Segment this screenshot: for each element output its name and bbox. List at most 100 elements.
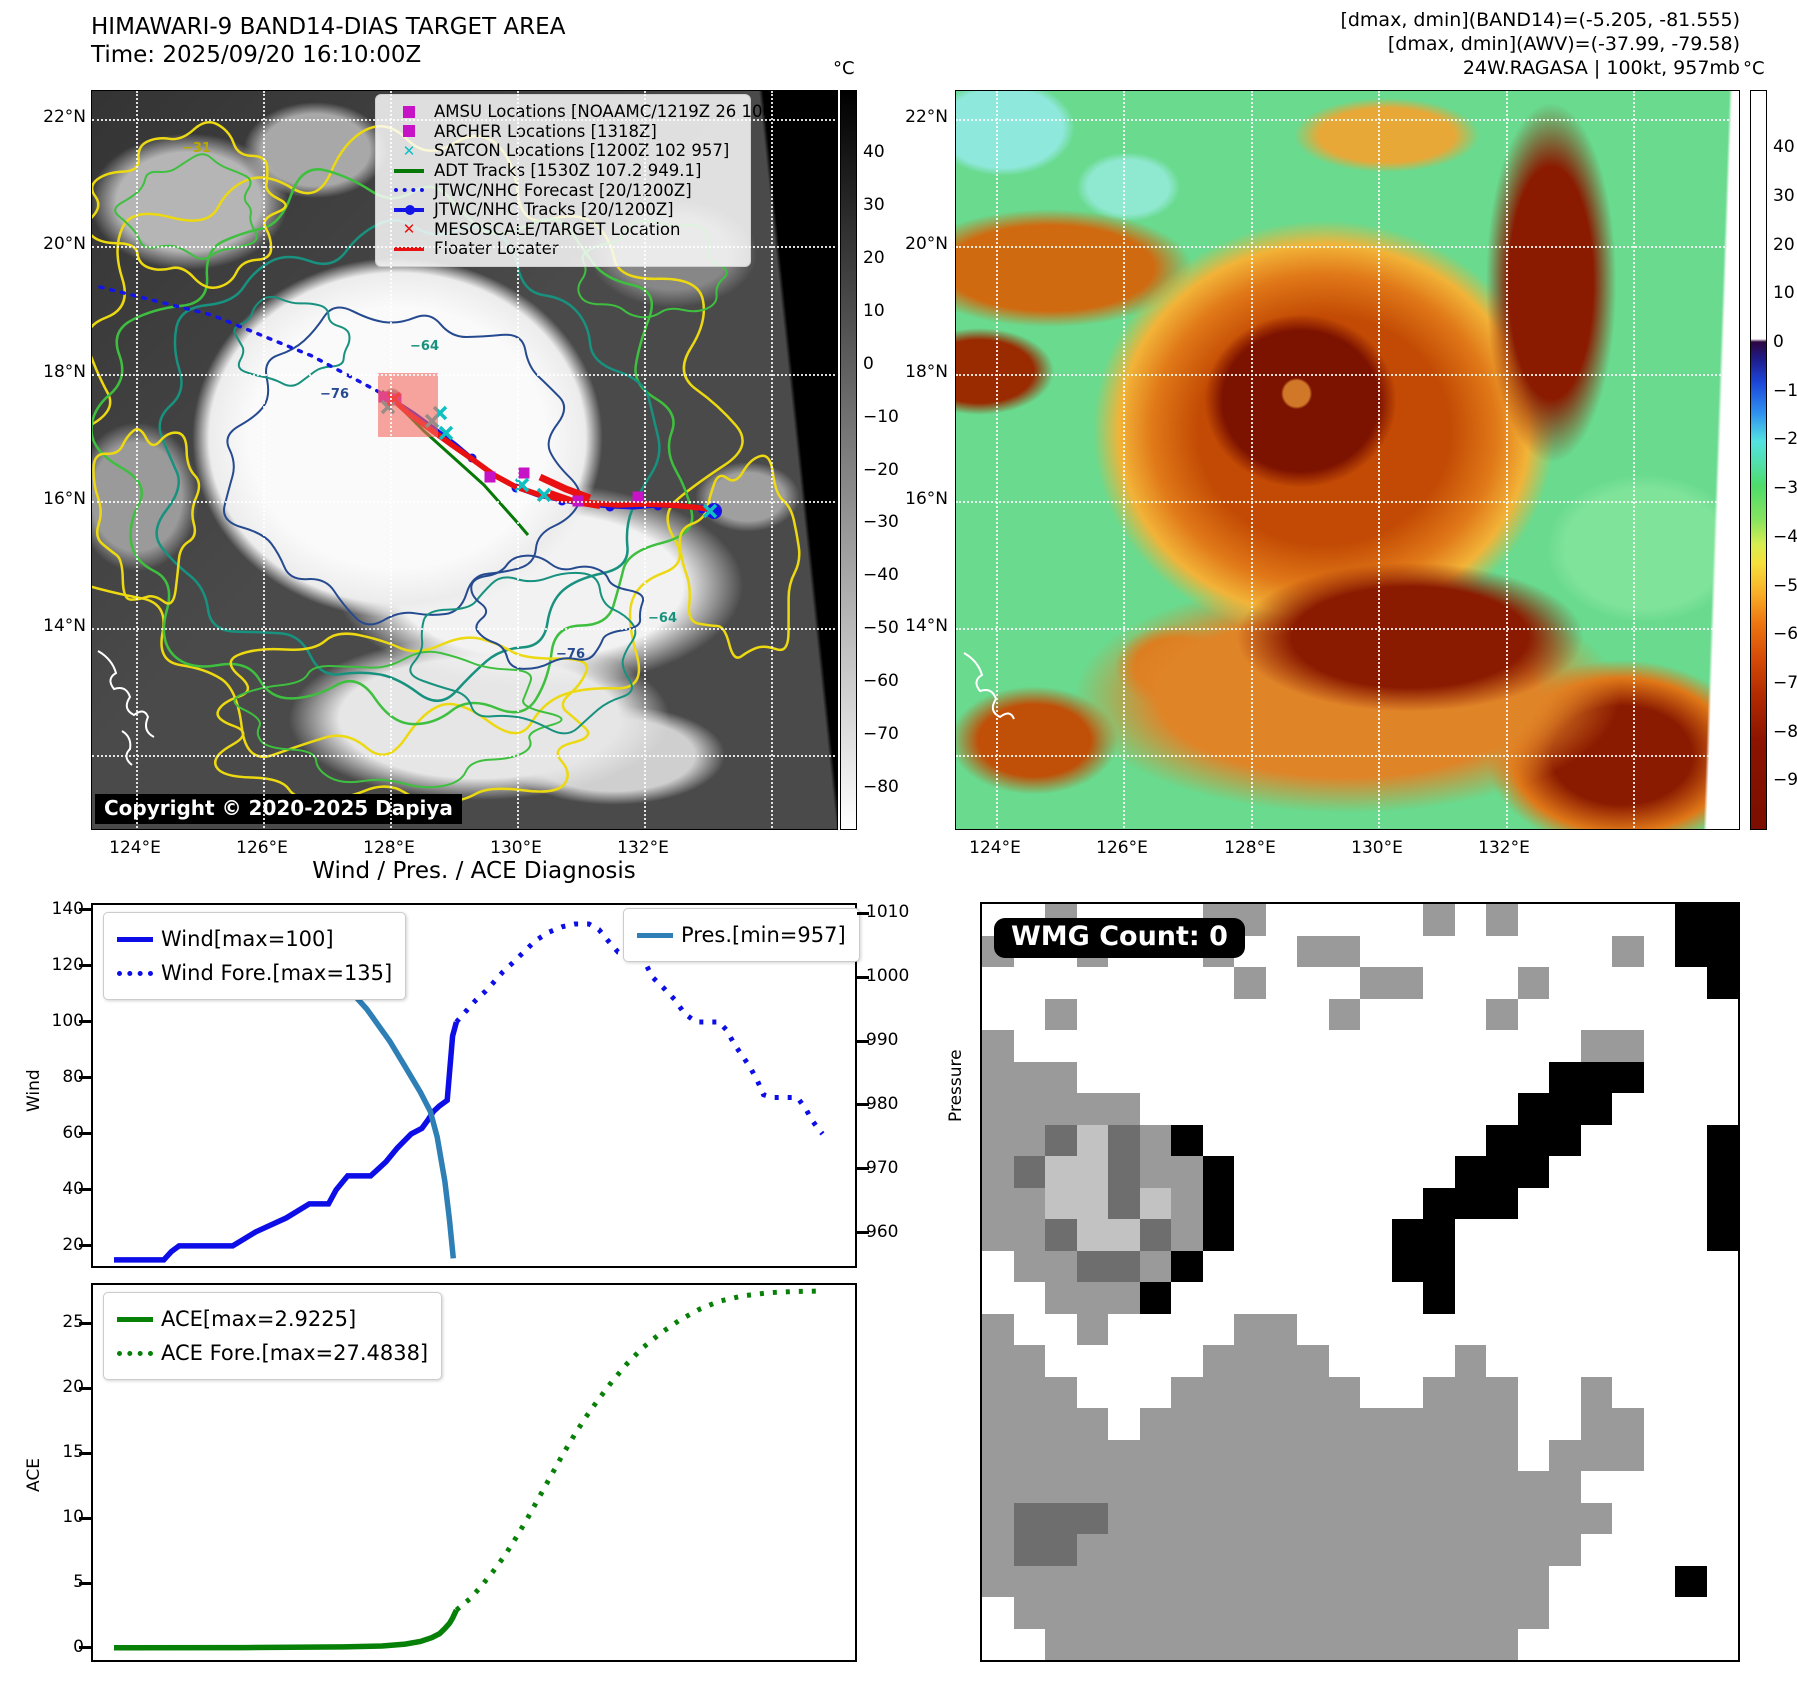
wmg-cell [1549,1219,1581,1251]
wmg-cell [1202,1408,1234,1440]
wmg-cell [982,998,1014,1030]
wmg-cell [1076,1093,1108,1125]
wmg-cell [1643,1282,1675,1314]
wmg-cell [1549,967,1581,999]
wmg-cell [1612,935,1644,967]
wmg-cell [1675,1502,1707,1534]
left-map-title: HIMAWARI-9 BAND14-DIAS TARGET AREA [91,14,566,40]
wmg-cell [1171,1376,1203,1408]
wmg-cell [1234,1534,1266,1566]
wmg-cell [1517,1061,1549,1093]
wmg-cell [1486,1124,1518,1156]
wmg-cell [1612,1502,1644,1534]
band14-colorbar-tick: 0 [863,353,874,374]
wmg-cell [1391,1061,1423,1093]
amsu-marker [484,471,496,483]
pressure-line-icon [637,932,673,938]
wmg-cell [1076,1313,1108,1345]
wmg-cell [1076,1187,1108,1219]
pressure-ytick: 970 [866,1157,899,1178]
wmg-cell [1706,904,1738,936]
gridline-lon [390,91,392,829]
wmg-cell [1139,1408,1171,1440]
wmg-cell [1045,1534,1077,1566]
wmg-cell [1423,1628,1455,1660]
wmg-cell [1643,1597,1675,1629]
map-legend-item: JTWC/NHC Forecast [20/1200Z] [384,180,742,200]
map-legend-label: JTWC/NHC Forecast [20/1200Z] [434,180,692,200]
wmg-cell [1612,1093,1644,1125]
wmg-cell [1391,1187,1423,1219]
wmg-cell [1328,1565,1360,1597]
wmg-cell [1706,1628,1738,1660]
ace-ytick: 15 [62,1442,84,1463]
wmg-cell [1391,967,1423,999]
awv-colorbar-tick: 30 [1773,186,1795,207]
wmg-cell [1706,1408,1738,1440]
wmg-cell [1234,1061,1266,1093]
wind-ytick: 60 [62,1122,84,1143]
wmg-cell [1423,1439,1455,1471]
map-legend-label: ADT Tracks [1530Z 107.2 949.1] [434,161,702,181]
pressure-legend: Pres.[min=957] [623,908,860,962]
wind-tickmark [79,1076,91,1080]
wmg-cell [1517,935,1549,967]
wmg-cell [1328,1471,1360,1503]
wmg-cell [1675,1471,1707,1503]
wmg-cell [1612,1250,1644,1282]
wmg-cell [1549,1124,1581,1156]
wmg-cell [1328,1628,1360,1660]
wmg-cell [1171,1439,1203,1471]
series-dotted [454,921,825,1136]
wmg-cell [982,1502,1014,1534]
wmg-cell [1265,998,1297,1030]
copyright-label: Copyright © 2020-2025 Dapiya [95,794,462,824]
wind-ytick: 80 [62,1066,84,1087]
wmg-cell [1454,1156,1486,1188]
wmg-cell [1549,904,1581,936]
wmg-cell [1549,1313,1581,1345]
wmg-pixel-grid [982,904,1738,1660]
wmg-cell [1013,998,1045,1030]
wmg-cell [1612,1219,1644,1251]
lon-tick-label: 128°E [363,838,415,858]
lat-tick-label: 14°N [43,616,86,636]
wmg-cell [1108,1502,1140,1534]
wmg-cell [1202,1628,1234,1660]
wmg-cell [1612,998,1644,1030]
wmg-cell [1171,967,1203,999]
wind-legend-row: Wind[max=100] [117,922,392,956]
wmg-cell [1171,1061,1203,1093]
wmg-cell [982,1597,1014,1629]
wmg-cell [1013,1345,1045,1377]
wind-fore-legend-label: Wind Fore.[max=135] [161,961,393,985]
wmg-cell [1454,904,1486,936]
wmg-cell [1139,1219,1171,1251]
wmg-cell [1045,1408,1077,1440]
wmg-cell [1328,1313,1360,1345]
band14-colorbar-tick: 20 [863,248,885,269]
wmg-cell [982,1345,1014,1377]
wmg-cell [1454,935,1486,967]
wmg-cell [1297,1061,1329,1093]
wmg-cell [1360,1156,1392,1188]
wmg-cell [1076,1250,1108,1282]
ace-tickmark [79,1581,91,1585]
wmg-cell [1076,1219,1108,1251]
band14-colorbar-tick: −80 [863,776,899,797]
wmg-cell [1328,1156,1360,1188]
wmg-cell [1139,1345,1171,1377]
wmg-cell [1234,1345,1266,1377]
wmg-cell [1706,967,1738,999]
wmg-cell [1045,1030,1077,1062]
floater-cluster [538,473,592,502]
wmg-cell [1045,1061,1077,1093]
wmg-cell [1139,1534,1171,1566]
ace-tickmark [79,1386,91,1390]
wmg-cell [1045,1565,1077,1597]
band14-colorbar-tick: 40 [863,142,885,163]
wmg-cell [1612,1030,1644,1062]
coastline [963,652,1015,720]
wmg-cell [1486,1597,1518,1629]
wmg-cell [1643,1408,1675,1440]
